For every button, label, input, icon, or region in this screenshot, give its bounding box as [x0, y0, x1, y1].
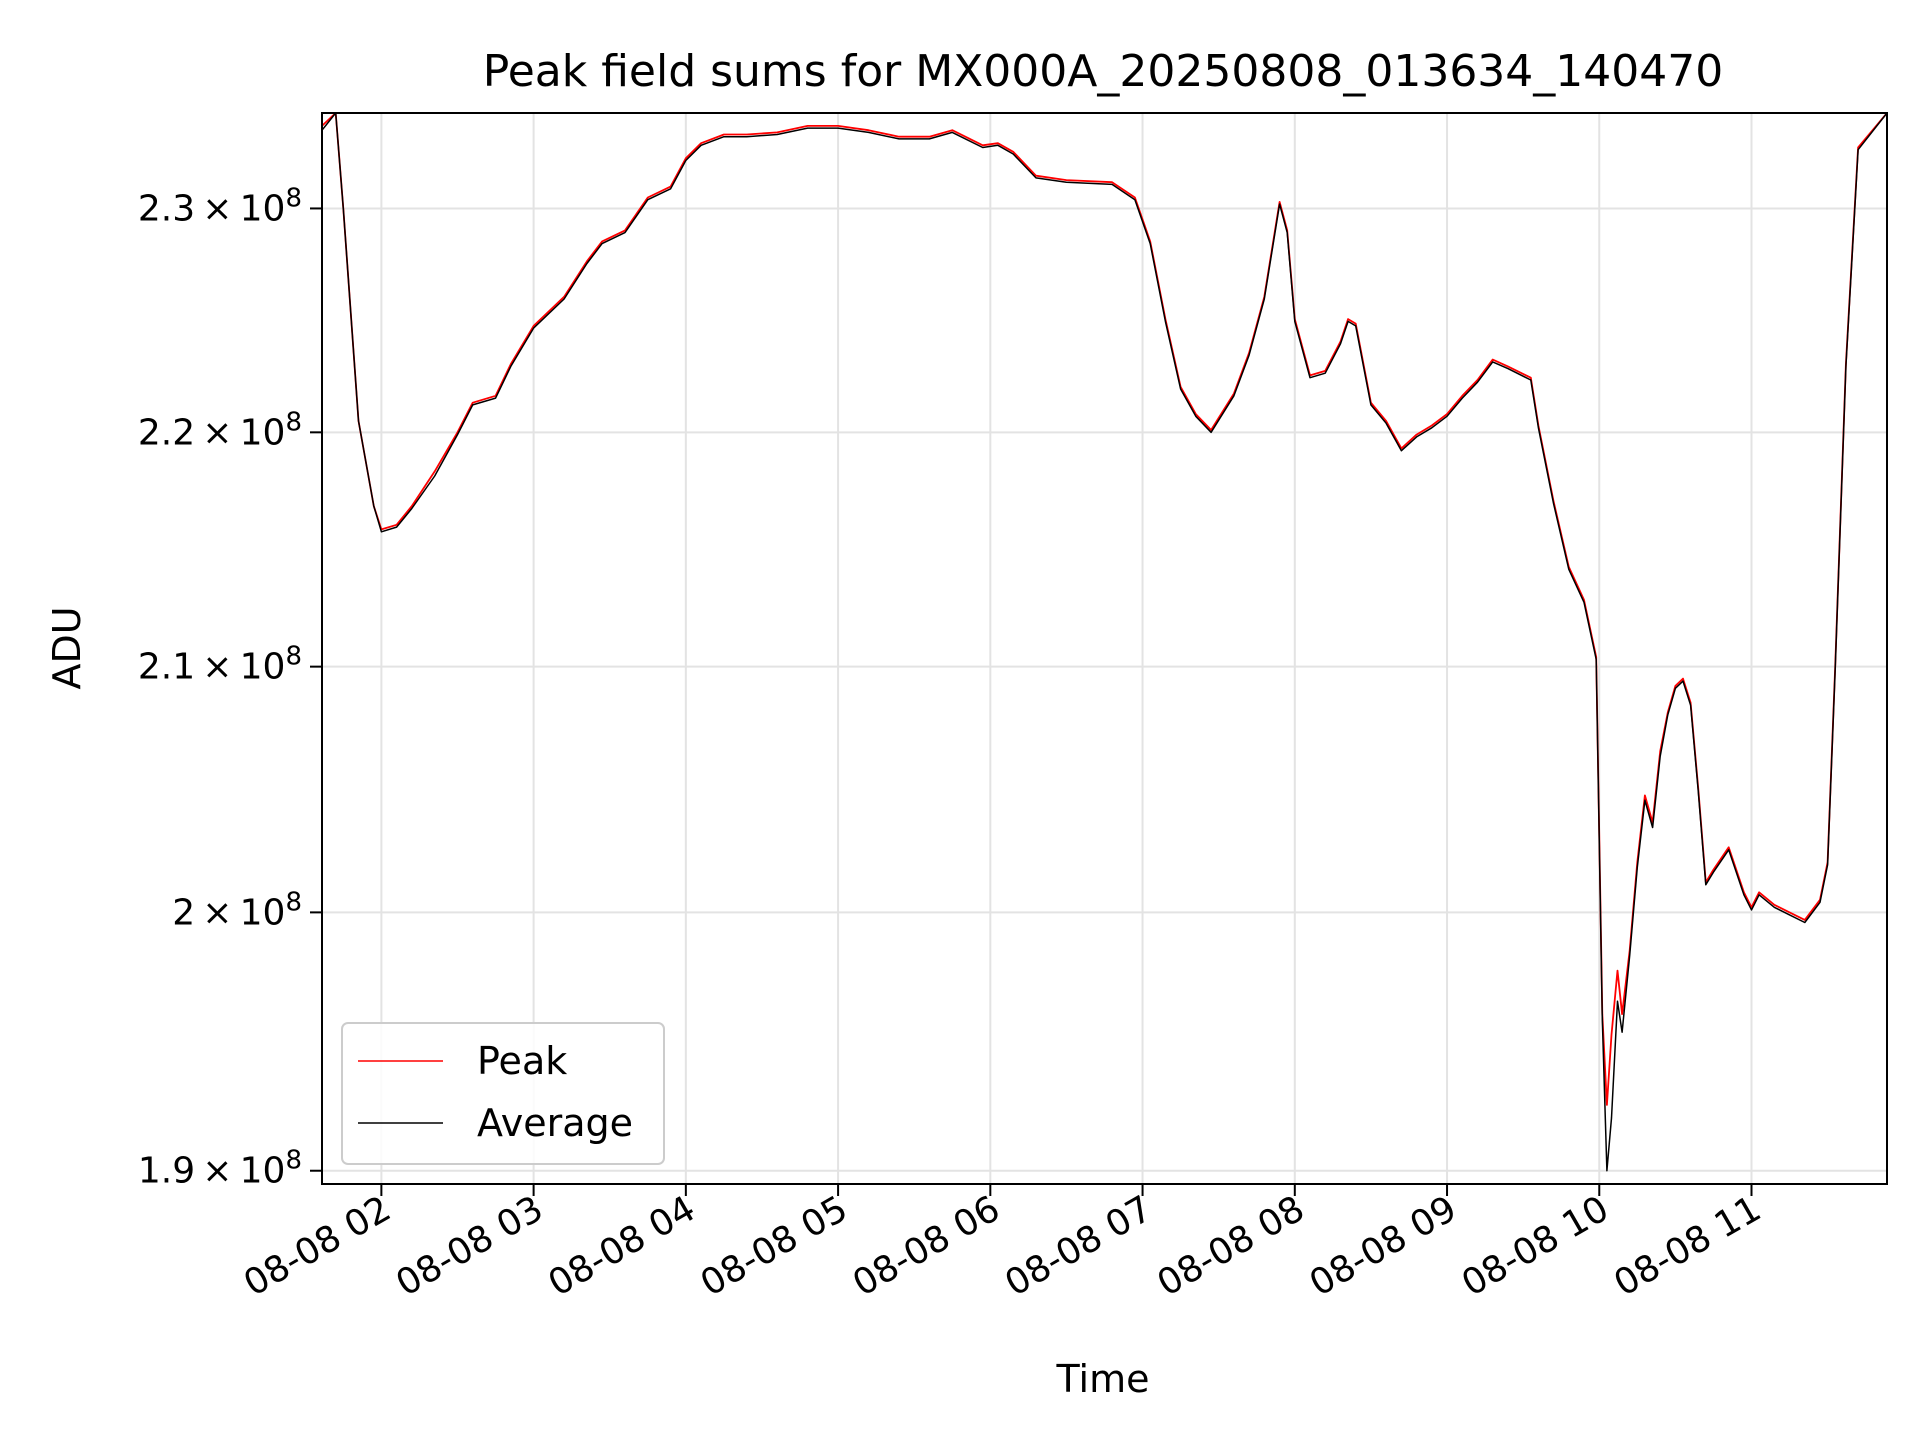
series-line-average [322, 113, 1887, 1172]
legend-label-peak: Peak [477, 1039, 567, 1083]
plot-frame [321, 112, 1888, 1185]
y-tick-label: 1.9 × 108 [138, 1146, 302, 1192]
legend-box [341, 1022, 665, 1165]
grid [322, 113, 1887, 1184]
x-axis-label: Time [1056, 1357, 1150, 1401]
y-tick-label: 2 × 108 [172, 887, 302, 933]
y-tick-label: 2.1 × 108 [138, 642, 302, 688]
y-tick-label: 2.3 × 108 [138, 183, 302, 229]
plot-area [322, 113, 1887, 1172]
legend: Peak Average [341, 1022, 665, 1165]
chart-title: Peak field sums for MX000A_20250808_0136… [483, 46, 1724, 97]
y-axis: 1.9 × 108 2 × 108 2.1 × 108 2.2 × 108 2.3 × … [138, 183, 322, 1192]
y-tick-label: 2.2 × 108 [138, 407, 302, 453]
legend-label-average: Average [477, 1101, 633, 1145]
y-axis-label: ADU [45, 606, 89, 689]
series-line-peak [322, 113, 1887, 1106]
